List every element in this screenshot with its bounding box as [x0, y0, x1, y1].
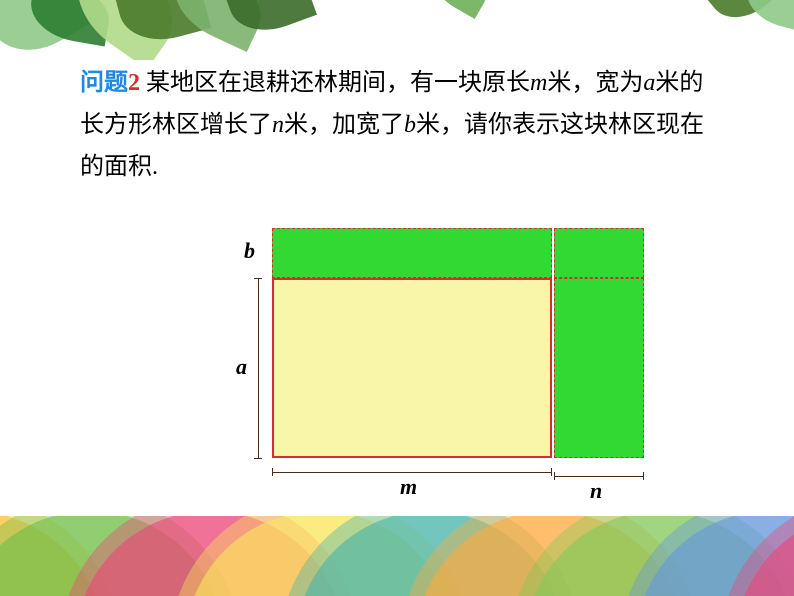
dim-line-a — [258, 278, 259, 458]
problem-text: 问题2 某地区在退耕还林期间，有一块原长m米，宽为a米的长方形林区增长了n米，加… — [80, 62, 724, 188]
dim-tick-m-r — [551, 468, 552, 476]
var-n: n — [272, 112, 284, 138]
dim-tick-a-top — [254, 278, 262, 279]
dim-label-m: m — [400, 474, 417, 500]
var-m: m — [530, 70, 547, 96]
dim-tick-n-l — [554, 472, 555, 480]
dim-tick-n-r — [643, 472, 644, 480]
dim-tick-m-l — [272, 468, 273, 476]
dim-line-n — [554, 476, 644, 477]
dim-tick-a-bot — [254, 458, 262, 459]
foliage-band — [0, 0, 794, 60]
text-seg-4: 米，加宽了 — [284, 112, 404, 138]
scallops-band — [0, 516, 794, 596]
rect-green-corner — [554, 228, 644, 278]
problem-number: 2 — [128, 70, 140, 96]
dim-line-m — [272, 472, 552, 473]
rect-yellow — [272, 278, 552, 458]
problem-label: 问题 — [80, 70, 128, 96]
text-seg-1: 某地区在退耕还林期间，有一块原长 — [140, 70, 530, 96]
text-seg-2: 米，宽为 — [547, 70, 643, 96]
rect-green-right — [554, 278, 644, 458]
rect-green-top — [272, 228, 552, 278]
dim-label-a: a — [236, 354, 247, 380]
dim-label-n: n — [590, 478, 602, 504]
var-b: b — [404, 112, 416, 138]
dim-label-b: b — [244, 238, 255, 264]
area-diagram: b a m n — [240, 224, 660, 524]
leaf-shape — [423, 0, 497, 19]
var-a: a — [643, 70, 655, 96]
